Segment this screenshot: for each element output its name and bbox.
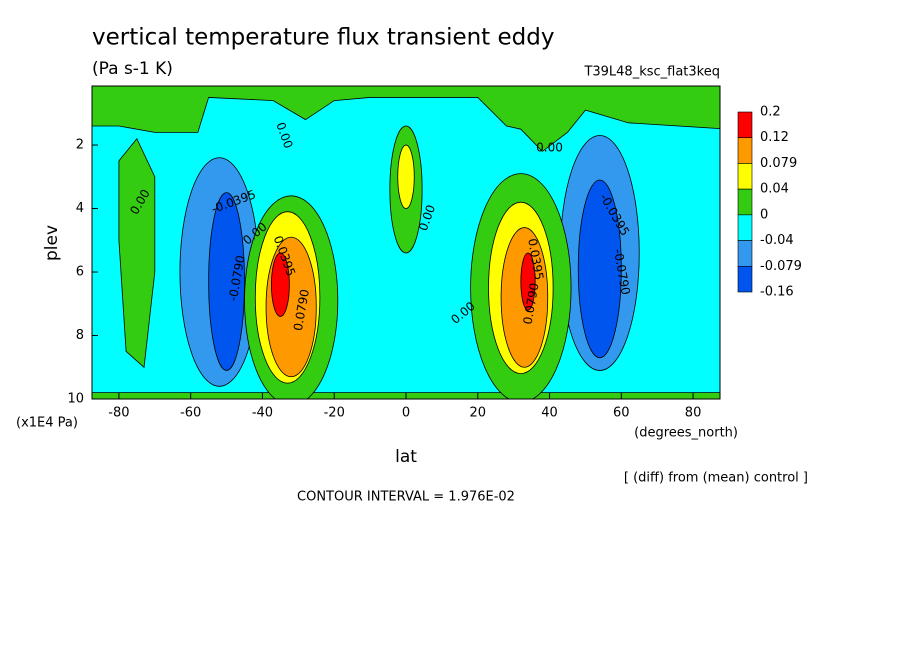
plot-area: [92, 86, 720, 399]
colorbar-box: [737, 163, 753, 190]
x-tick-label: 80: [685, 406, 702, 421]
contour-label: 0.00: [536, 141, 563, 155]
colorbar-box: [737, 111, 753, 139]
colorbar-box: [737, 137, 753, 164]
y-tick-label: 4: [76, 201, 84, 216]
colorbar-label: 0.079: [760, 156, 797, 171]
colorbar-box: [737, 240, 753, 267]
colorbar-box: [737, 265, 753, 293]
y-tick-label: 6: [76, 265, 84, 280]
x-axis-units: (degrees_north): [634, 426, 738, 441]
x-tick-label: 60: [613, 406, 630, 421]
colorbar-label: 0.12: [760, 130, 789, 145]
contour-region: [271, 252, 290, 317]
x-tick-label: -40: [252, 406, 273, 421]
x-tick-label: 40: [541, 406, 558, 421]
x-tick-label: -80: [108, 406, 129, 421]
colorbar-label: -0.16: [760, 285, 794, 300]
contour-region: [208, 192, 245, 371]
colorbar-box: [737, 214, 753, 241]
x-tick-label: -20: [324, 406, 345, 421]
chart-title: vertical temperature flux transient eddy: [92, 25, 554, 51]
x-tick-label: 20: [469, 406, 486, 421]
x-axis-label: lat: [395, 447, 417, 467]
x-tick-label: 0: [402, 406, 410, 421]
y-axis-units: (x1E4 Pa): [16, 416, 78, 431]
y-axis-label: plev: [42, 225, 62, 261]
subtitle: (Pa s-1 K): [92, 59, 173, 79]
contour-region: [92, 86, 720, 152]
y-tick-label: 2: [76, 138, 84, 153]
colorbar-label: 0.2: [760, 105, 781, 120]
contour-interval: CONTOUR INTERVAL = 1.976E-02: [297, 490, 515, 505]
colorbar-label: -0.04: [760, 233, 794, 248]
contour-region: [397, 144, 415, 209]
contour-region: [520, 252, 536, 311]
note: [ (diff) from (mean) control ]: [624, 471, 808, 486]
y-tick-label: 10: [67, 392, 84, 407]
x-tick-label: -60: [180, 406, 201, 421]
y-tick-label: 8: [76, 328, 84, 343]
colorbar-label: 0: [760, 207, 768, 222]
colorbar-label: 0.04: [760, 182, 789, 197]
colorbar-label: -0.079: [760, 259, 802, 274]
contour-region: [118, 137, 156, 369]
colorbar-box: [737, 188, 753, 216]
dataset-label: T39L48_ksc_flat3keq: [583, 65, 720, 80]
contour-region: [577, 179, 622, 359]
